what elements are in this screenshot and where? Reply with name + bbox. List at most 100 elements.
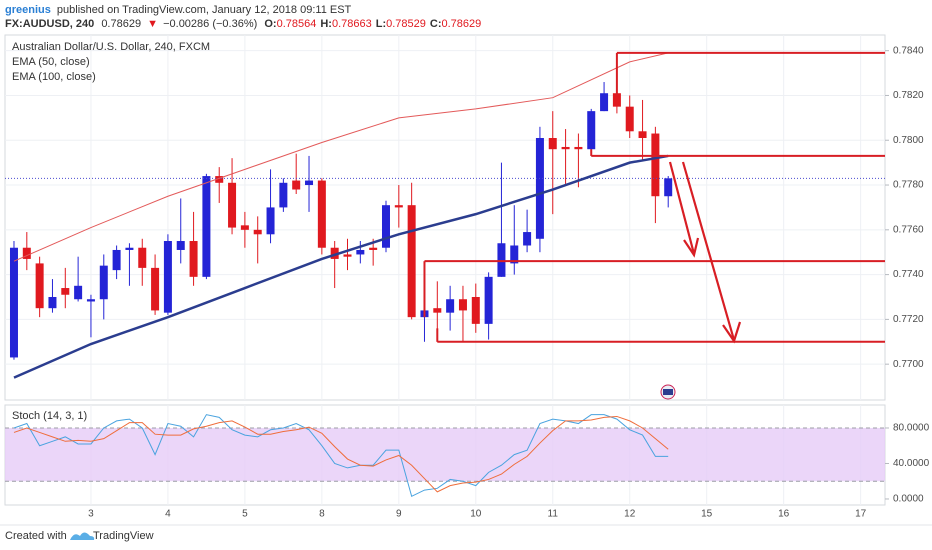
header-line2: FX:AUDUSD, 240 0.78629 ▼ −0.00286 (−0.36… [5,18,481,30]
candle-body [151,267,160,311]
x-tick-label: 5 [242,509,248,520]
candle-body [356,249,365,255]
ohlc-value: 0.78663 [332,18,372,30]
y-tick-label: 0.0000 [893,494,924,505]
band [5,427,885,482]
candle-body [266,207,275,235]
y-tick-label: 40.0000 [893,458,930,469]
event-icon[interactable] [660,384,676,400]
candle-body [125,247,134,250]
icon-flag [663,389,673,395]
candle-body [215,176,224,183]
candle-body [317,180,326,248]
y-tick-label: 0.7760 [893,224,924,235]
ohlc-label: L: [376,18,386,30]
candle-body [189,241,198,277]
y-tick-label: 0.7720 [893,314,924,325]
candle-body [471,296,480,324]
candle-body [369,247,378,250]
candle-body [240,225,249,230]
candle-body [651,133,660,197]
candle-body [279,182,288,208]
stoch-line [13,415,669,493]
header-line1: greenius published on TradingView.com, J… [5,4,352,16]
candle-body [433,308,442,313]
candle-body [35,263,44,309]
published: published on TradingView.com, January 12… [57,4,352,16]
candle-body [446,299,455,313]
legend-entry: EMA (100, close) [12,71,96,83]
labels: Australian Dollar/U.S. Dollar, 240, FXCM… [12,41,930,520]
footer-created: Created with [5,530,67,542]
candle-body [535,138,544,239]
candle-body [292,180,301,190]
ema-line [13,52,669,262]
candle-body [497,243,506,277]
candle-body [458,299,467,311]
arrow-head [683,237,700,258]
candle-body [561,146,570,150]
candle-body [330,247,339,259]
ohlc-value: 0.78529 [386,18,426,30]
candle-body [228,182,237,228]
stoch-line [13,414,669,498]
candle-body [305,180,314,186]
stoch-title: Stoch (14, 3, 1) [12,410,87,422]
footer-brand[interactable]: TradingView [93,530,154,542]
candle-body [9,247,18,358]
candle-body [407,205,416,318]
x-tick-label: 10 [470,509,482,520]
candle-body [99,265,108,300]
arrow-head [722,321,742,344]
ohlc-label: H: [320,18,332,30]
x-tick-label: 9 [396,509,402,520]
y-tick-label: 0.7800 [893,135,924,146]
brand-logo[interactable] [70,532,95,541]
candle-body [253,229,262,235]
candle-body [202,176,211,277]
y-tick-label: 0.7700 [893,359,924,370]
candle-body [86,299,95,302]
x-tick-label: 8 [319,509,325,520]
ohlc-value: 0.78629 [441,18,481,30]
candle-body [74,285,83,300]
candle-body [484,276,493,324]
candle-body [394,205,403,208]
candle-body [163,241,172,313]
candle-body [664,178,673,197]
candle-body [574,146,583,150]
ohlc-label: O: [264,18,276,30]
candle-body [112,249,121,271]
x-tick-label: 17 [855,509,867,520]
y-tick-label: 0.7840 [893,45,924,56]
direction: ▼ [147,18,158,30]
candle-body [523,232,532,246]
candle-body [612,93,621,107]
candle-body [587,111,596,150]
y-tick-label: 0.7780 [893,180,924,191]
marks [5,51,885,498]
candle-body [22,247,31,259]
candle-body [48,296,57,309]
candle-body [625,106,634,132]
stoch-band [5,427,885,482]
price: 0.78629 [101,18,141,30]
symbol: FX:AUDUSD, 240 [5,18,94,30]
x-tick-label: 11 [548,509,559,520]
arrow [668,161,696,255]
x-tick-label: 4 [165,509,171,520]
ohlc: O:0.78564 H:0.78663 L:0.78529 C:0.78629 [264,18,481,30]
candle-body [548,138,557,150]
user[interactable]: greenius [5,4,51,16]
ema-line [13,154,669,379]
price-pane [4,34,886,401]
arrows [668,161,742,344]
ohlc-value: 0.78564 [277,18,317,30]
y-tick-label: 80.0000 [893,423,930,434]
y-tick-label: 0.7740 [893,269,924,280]
candle-body [638,131,647,139]
candle-body [510,245,519,264]
candle-body [381,205,390,248]
candle-body [138,247,147,268]
